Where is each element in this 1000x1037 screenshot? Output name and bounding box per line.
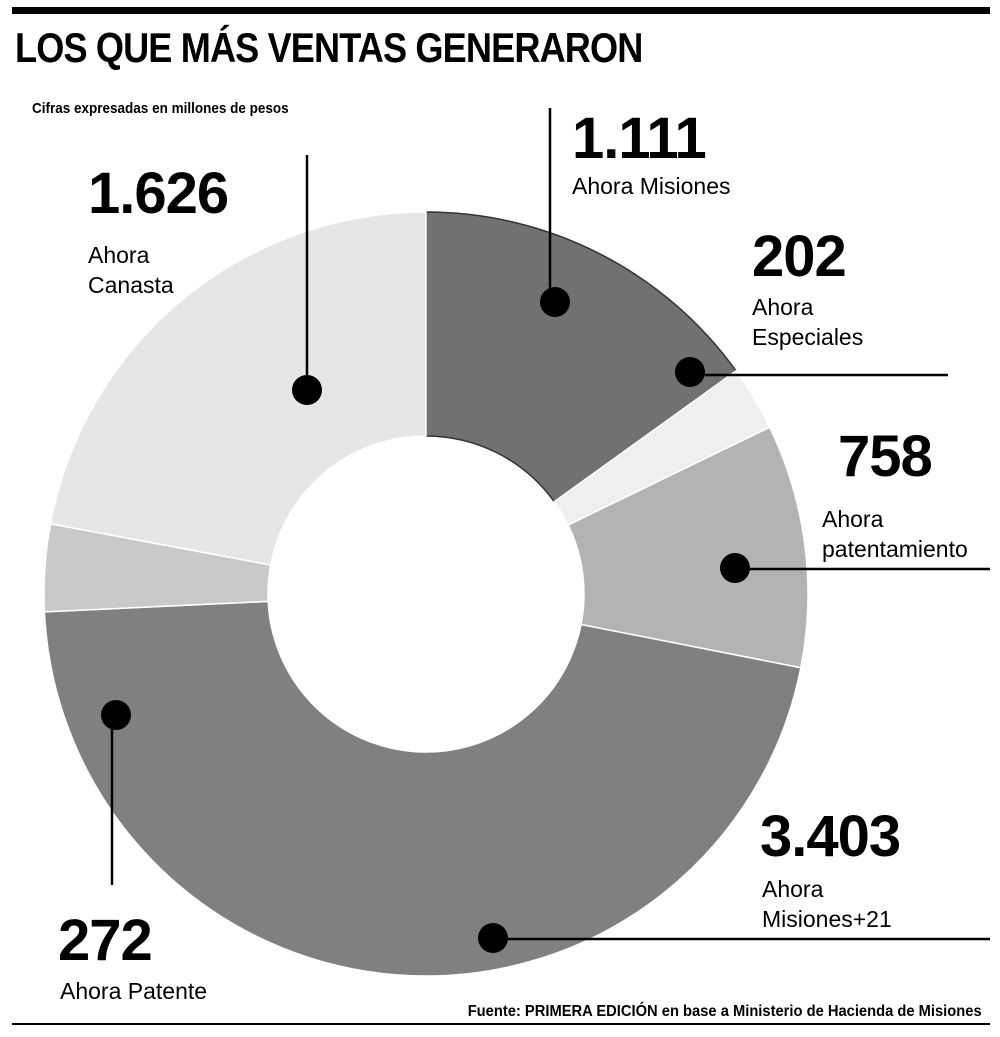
leader-dot-canasta [292,375,322,405]
source-note: Fuente: PRIMERA EDICIÓN en base a Minist… [468,1003,982,1020]
value-label-misiones: 1.111 [572,106,707,171]
bottom-rule [12,1023,990,1025]
leader-dot-patente [101,700,131,730]
category-label-misiones: Ahora Misiones [572,173,731,199]
donut-slice-patentamiento [567,426,809,669]
chart-title: LOS QUE MÁS VENTAS GENERARON [15,24,643,71]
category-label-especiales: Ahora Especiales [752,294,864,350]
chart-subtitle: Cifras expresadas en millones de pesos [32,100,289,117]
value-label-canasta: 1.626 [88,161,229,226]
value-label-misiones21: 3.403 [760,804,901,869]
category-label-misiones21: Ahora Misiones+21 [762,876,892,932]
leader-dot-patentamiento [720,553,750,583]
leader-dot-misiones [540,287,570,317]
value-label-especiales: 202 [752,224,847,289]
donut-slice-canasta [49,211,427,566]
top-rule [12,7,990,14]
value-label-patente: 272 [58,908,153,973]
donut-slice-misiones21 [43,600,802,977]
leader-dot-misiones21 [478,923,508,953]
value-label-patentamiento: 758 [838,424,933,489]
category-label-canasta: Ahora Canasta [88,242,174,298]
donut-slice-misiones [425,211,738,503]
category-label-patente: Ahora Patente [60,978,208,1004]
leader-dot-especiales [675,357,705,387]
category-label-patentamiento: Ahora patentamiento [822,506,968,562]
